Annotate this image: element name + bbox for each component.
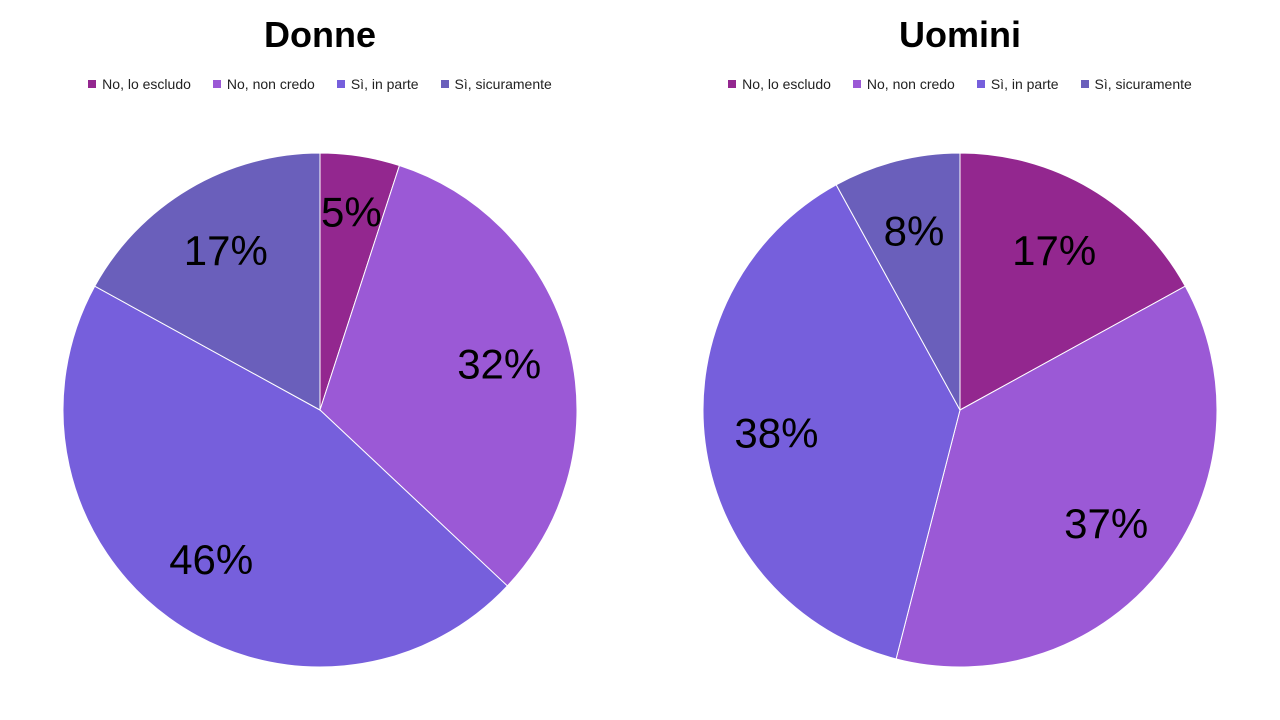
legend-label: Sì, in parte [990,76,1059,92]
pie-slice [94,152,321,411]
legend-item: No, non credo [852,76,955,92]
pie-slice [319,164,578,587]
legend-swatch [976,80,985,88]
legend-swatch [440,80,449,88]
legend-item: Sì, sicuramente [440,76,552,92]
pie-slice [835,152,961,411]
data-label: 37% [1064,500,1148,547]
legend-item: No, lo escludo [88,76,191,92]
legend-label: No, lo escludo [102,76,191,92]
legend: No, lo escludo No, non credo Sì, in part… [0,76,640,92]
data-label: 38% [734,410,818,457]
legend-swatch [212,80,221,88]
legend-swatch [336,80,345,88]
legend-item: Sì, in parte [336,76,419,92]
legend-item: No, non credo [212,76,315,92]
legend-item: No, lo escludo [728,76,831,92]
legend-label: No, non credo [226,76,315,92]
legend-item: Sì, sicuramente [1080,76,1192,92]
pie-slice [895,285,1218,668]
legend-label: No, non credo [866,76,955,92]
chart-title: Uomini [899,14,1021,55]
legend: No, lo escludo No, non credo Sì, in part… [640,76,1280,92]
data-label: 8% [884,207,945,254]
chart-donne: Donne No, lo escludo No, non credo Sì, i… [0,14,640,668]
legend-label: Sì, sicuramente [454,76,552,92]
legend-swatch [728,80,737,88]
legend-label: Sì, in parte [350,76,419,92]
legend-label: No, lo escludo [742,76,831,92]
pie-chart: 5% 32% 46% 17% [62,152,578,668]
legend-item: Sì, in parte [976,76,1059,92]
data-label: 17% [184,227,268,274]
pie-chart: 17% 37% 38% 8% [702,152,1218,668]
legend-swatch [852,80,861,88]
pie-slice [702,184,961,660]
pie-slice [959,152,1186,411]
data-label: 17% [1012,227,1096,274]
legend-label: Sì, sicuramente [1094,76,1192,92]
pie-slice [62,285,509,668]
chart-uomini: Uomini No, lo escludo No, non credo Sì, … [640,0,1280,720]
data-label: 46% [169,536,253,583]
legend-swatch [88,80,97,88]
legend-swatch [1080,80,1089,88]
chart-title: Donne [264,14,376,55]
data-label: 5% [321,189,382,236]
data-label: 32% [457,340,541,387]
